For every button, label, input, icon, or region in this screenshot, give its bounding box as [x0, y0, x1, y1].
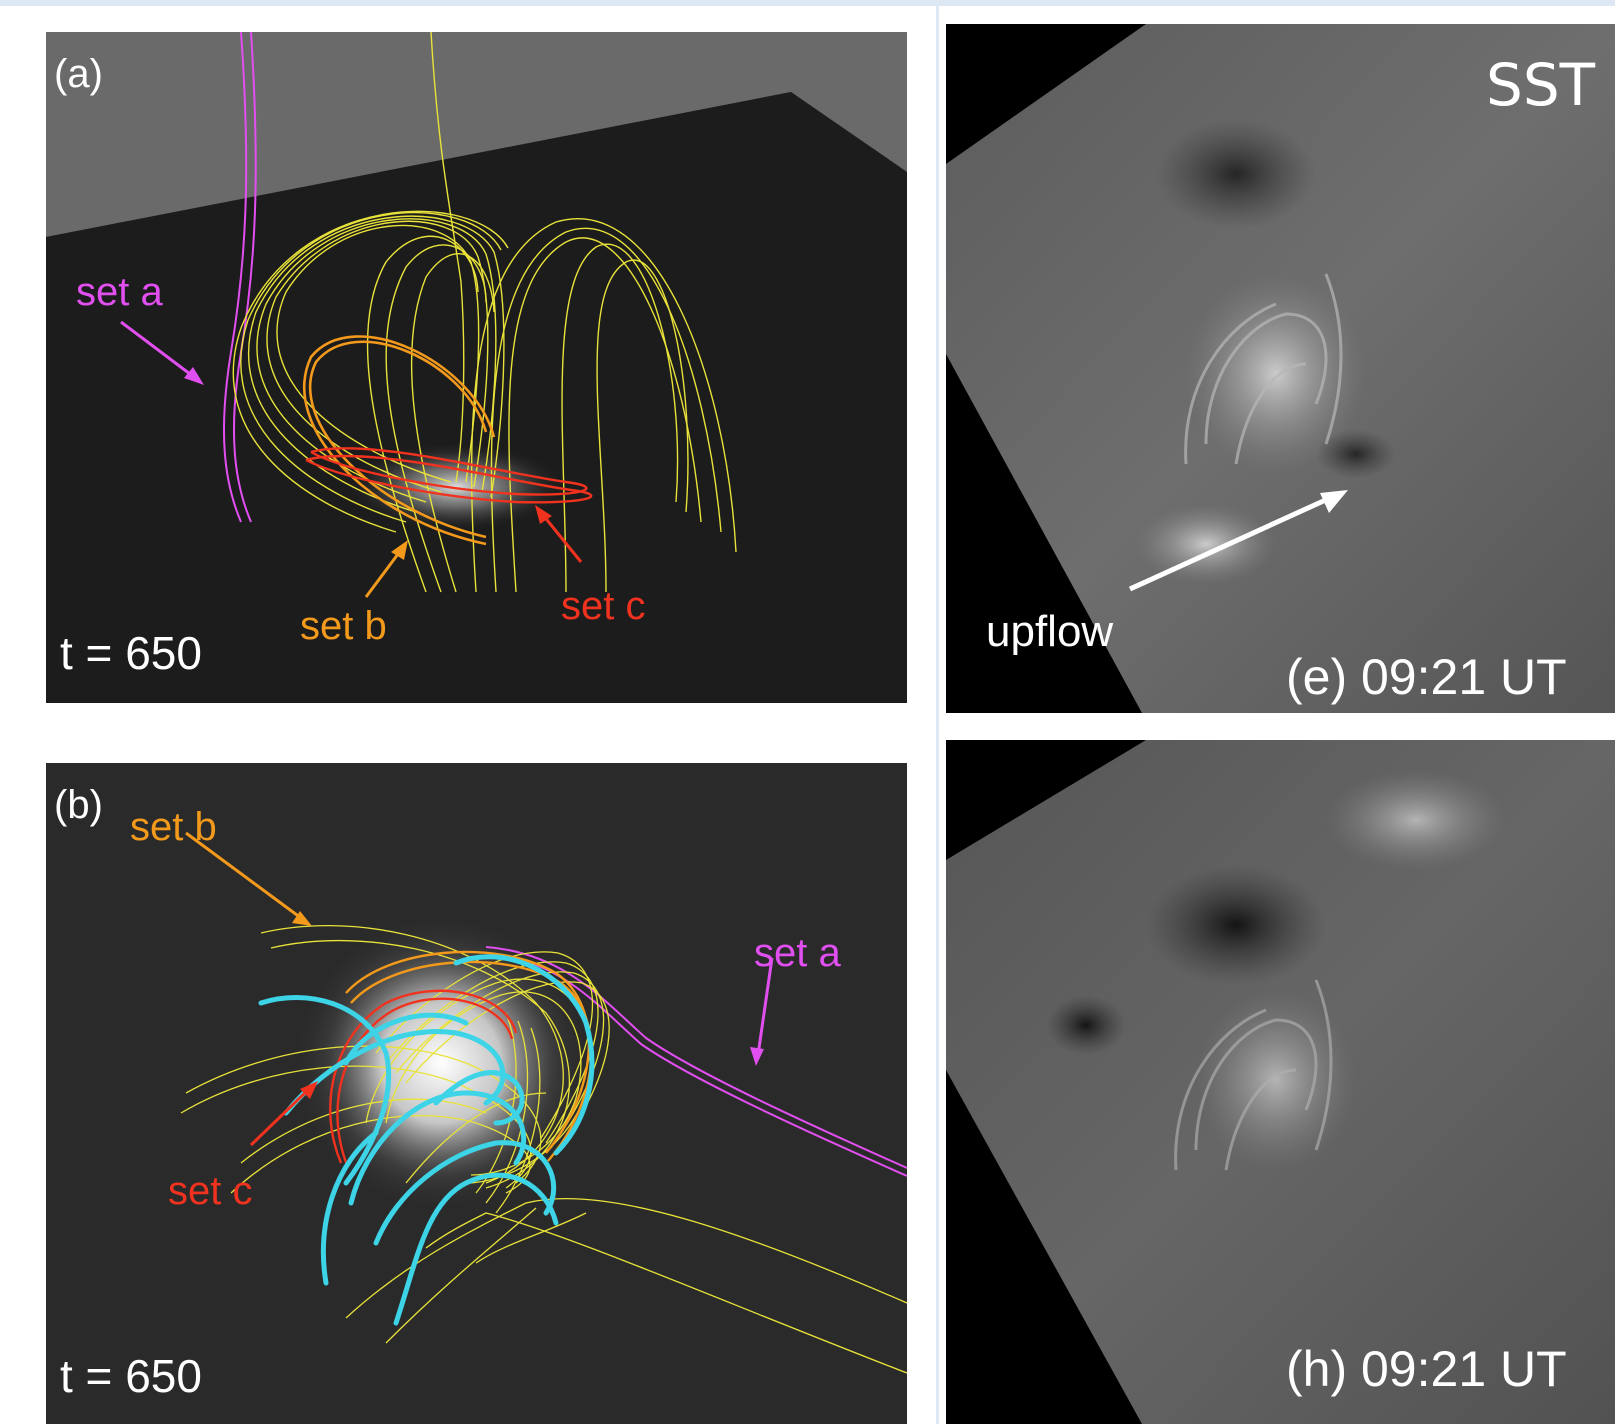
fibril-swirl — [1184, 273, 1343, 465]
panel-a-field-lines-3d: (a) set a set b set c t = 650 — [46, 32, 907, 703]
time-label: t = 650 — [60, 627, 202, 679]
set-c-lines — [305, 447, 593, 504]
top-border — [0, 0, 1615, 6]
panel-a-label: (a) — [54, 52, 103, 96]
annotation-arrows — [120, 320, 583, 598]
panel-e-sst-image: SST upflow (e) 09:21 UT — [946, 24, 1615, 713]
set-a-label: set a — [754, 931, 841, 975]
set-a-lines — [485, 946, 907, 1177]
set-b-lines — [345, 950, 593, 1162]
set-a-label: set a — [76, 270, 163, 314]
panel-b-field-lines-top-view: (b) set b set a set c t = 650 — [46, 763, 907, 1424]
set-c-label: set c — [561, 584, 646, 628]
panel-a-render — [46, 32, 907, 703]
panel-h-observation — [946, 740, 1615, 1424]
panel-e-caption: (e) 09:21 UT — [1286, 649, 1567, 705]
back-wall — [46, 32, 907, 237]
panel-h-sst-image: (h) 09:21 UT — [946, 740, 1615, 1424]
yellow-field-lines — [232, 32, 737, 593]
set-b-lines — [303, 335, 496, 546]
panel-b-label: (b) — [54, 783, 103, 827]
set-b-label: set b — [130, 805, 217, 849]
footpoint-glow — [346, 442, 566, 532]
instrument-label: SST — [1486, 51, 1596, 119]
upflow-arrow — [1128, 490, 1348, 592]
set-b-label: set b — [300, 604, 387, 648]
annotation-arrows — [185, 831, 774, 1147]
column-divider — [936, 0, 939, 1424]
set-c-label: set c — [168, 1169, 253, 1213]
fibril-swirl — [1174, 979, 1333, 1171]
panel-e-observation — [946, 24, 1615, 713]
footpoint-glow — [291, 913, 591, 1213]
panel-h-caption: (h) 09:21 UT — [1286, 1341, 1567, 1397]
set-c-lines — [329, 989, 518, 1166]
cyan-flux-tubes — [258, 954, 595, 1326]
time-label: t = 650 — [60, 1350, 202, 1402]
panel-b-render — [180, 831, 907, 1374]
upflow-label: upflow — [986, 607, 1114, 656]
